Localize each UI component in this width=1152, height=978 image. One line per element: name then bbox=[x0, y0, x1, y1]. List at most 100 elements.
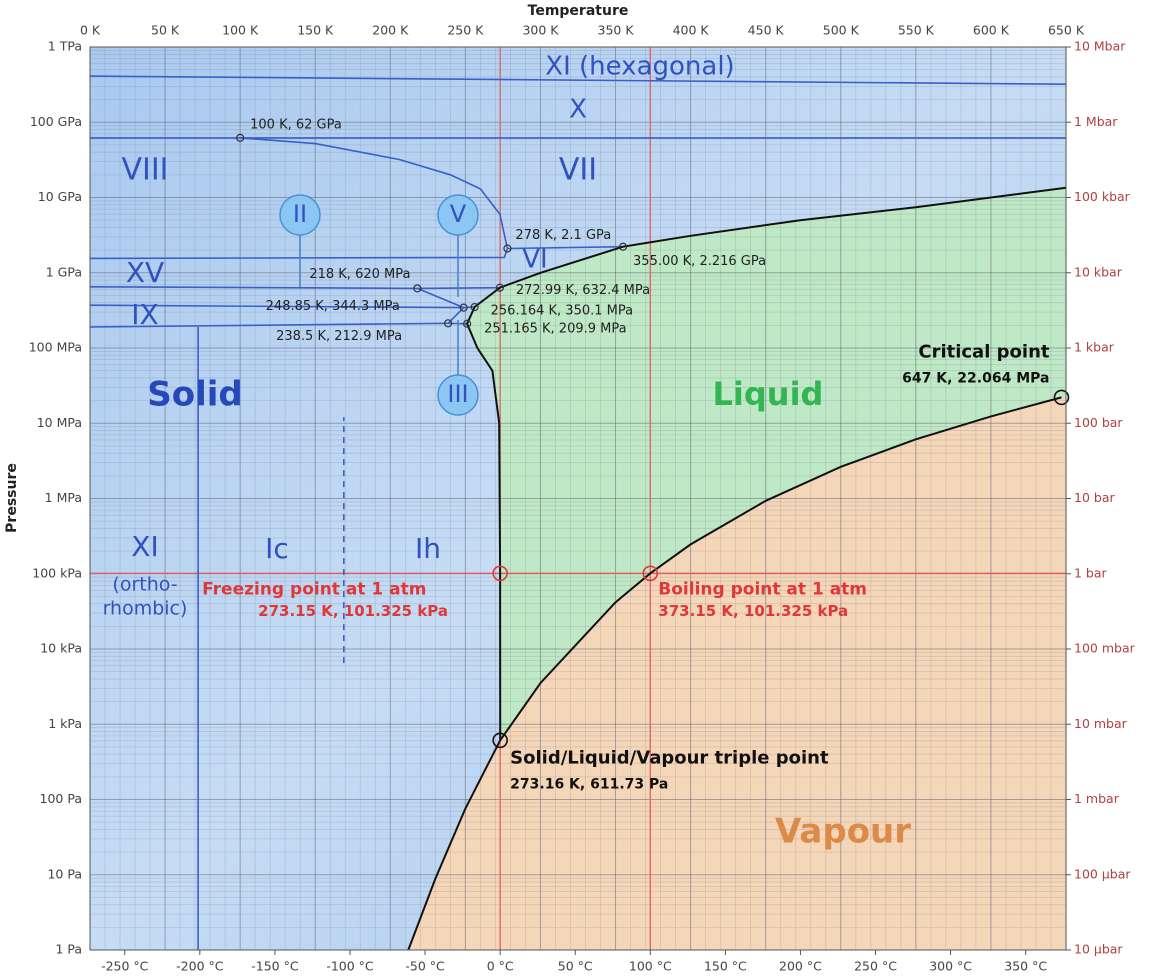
point-label: 218 K, 620 MPa bbox=[309, 267, 410, 282]
region-label: Solid bbox=[147, 375, 243, 415]
data-point bbox=[459, 303, 468, 312]
y2-tick-label: 1 Mbar bbox=[1074, 114, 1118, 129]
vapour-region bbox=[408, 397, 1066, 950]
x-tick-label: 650 K bbox=[1048, 23, 1085, 38]
point-label: 647 K, 22.064 MPa bbox=[902, 370, 1049, 386]
region-label: III bbox=[447, 380, 468, 408]
point-name: Freezing point at 1 atm bbox=[202, 579, 426, 599]
data-point bbox=[495, 283, 505, 292]
y2-tick-label: 100 bar bbox=[1074, 415, 1123, 430]
region-label: VIII bbox=[121, 153, 168, 188]
region-label: VI bbox=[522, 245, 547, 275]
point-label: 373.15 K, 101.325 kPa bbox=[658, 602, 848, 620]
grid bbox=[89, 46, 1067, 951]
y2-tick-label: 100 µbar bbox=[1074, 866, 1131, 881]
data-point bbox=[503, 244, 512, 253]
y-tick-label: 100 GPa bbox=[30, 114, 82, 129]
data-point bbox=[236, 133, 245, 142]
y2-tick-label: 1 bar bbox=[1074, 565, 1108, 580]
x-tick-label: 400 K bbox=[673, 23, 710, 38]
regions bbox=[408, 187, 1066, 950]
y2-tick-label: 100 kbar bbox=[1074, 189, 1131, 204]
point-name: Critical point bbox=[918, 341, 1050, 362]
phase-boundary bbox=[463, 306, 475, 309]
x-tick-label: 450 K bbox=[748, 23, 785, 38]
y-tick-label: 1 MPa bbox=[45, 490, 82, 505]
x2-tick-label: -100 °C bbox=[326, 959, 374, 974]
point-name: Solid/Liquid/Vapour triple point bbox=[510, 747, 829, 768]
y-tick-label: 100 kPa bbox=[32, 565, 82, 580]
phase-boundary bbox=[89, 322, 449, 328]
point-label: 273.16 K, 611.73 Pa bbox=[510, 776, 668, 792]
x-tick-label: 300 K bbox=[522, 23, 559, 38]
phase-curve bbox=[499, 396, 1062, 741]
point-label: 273.15 K, 101.325 kPa bbox=[258, 602, 448, 620]
phase-boundary bbox=[89, 304, 464, 309]
y2-tick-label: 10 kbar bbox=[1074, 264, 1123, 279]
point-label: 278 K, 2.1 GPa bbox=[515, 228, 611, 243]
y2-tick-label: 100 mbar bbox=[1074, 641, 1136, 656]
x-axis-title: Temperature bbox=[528, 3, 629, 19]
y-tick-label: 100 Pa bbox=[40, 791, 82, 806]
x-tick-label: 0 K bbox=[80, 23, 101, 38]
y-tick-label: 10 GPa bbox=[38, 189, 82, 204]
x-tick-label: 250 K bbox=[447, 23, 484, 38]
region-label: XI bbox=[131, 530, 158, 563]
phase-curve bbox=[407, 739, 502, 951]
region-label: XI (hexagonal) bbox=[545, 52, 734, 82]
data-point bbox=[492, 565, 508, 582]
y-tick-label: 10 Pa bbox=[47, 866, 82, 881]
x-tick-label: 500 K bbox=[823, 23, 860, 38]
bubble bbox=[437, 374, 479, 416]
x2-tick-label: 350 °C bbox=[1004, 959, 1047, 974]
region-label: V bbox=[450, 200, 467, 228]
data-point bbox=[642, 565, 659, 582]
x-tick-label: 350 K bbox=[598, 23, 635, 38]
region-label: Ih bbox=[415, 532, 441, 565]
x2-tick-label: 50 °C bbox=[558, 959, 593, 974]
y-axis-title: Pressure bbox=[4, 463, 20, 533]
region-label: Vapour bbox=[775, 812, 911, 852]
region-label: XV bbox=[126, 256, 164, 289]
y-tick-label: 1 TPa bbox=[48, 39, 82, 54]
point-label: 355.00 K, 2.216 GPa bbox=[633, 254, 766, 269]
phase-boundary bbox=[507, 245, 624, 250]
y-tick-label: 10 MPa bbox=[37, 415, 82, 430]
region-label: X bbox=[569, 95, 587, 125]
y-tick-label: 100 MPa bbox=[29, 340, 82, 355]
x2-tick-label: -250 °C bbox=[101, 959, 149, 974]
bubble bbox=[437, 194, 479, 236]
x-tick-label: 100 K bbox=[222, 23, 259, 38]
data-point bbox=[470, 302, 479, 312]
lines bbox=[89, 47, 1067, 951]
phase-boundary bbox=[89, 286, 418, 290]
point-label: 256.164 K, 350.1 MPa bbox=[491, 304, 633, 319]
data-point bbox=[444, 319, 453, 328]
y-tick-label: 10 kPa bbox=[40, 641, 82, 656]
phase-boundary bbox=[240, 137, 509, 249]
data-point bbox=[413, 284, 422, 293]
y-tick-label: 1 GPa bbox=[46, 264, 82, 279]
y-tick-label: 1 kPa bbox=[48, 716, 82, 731]
region-label: rhombic) bbox=[103, 598, 188, 620]
region-label: Ic bbox=[265, 532, 289, 565]
x2-tick-label: -50 °C bbox=[405, 959, 445, 974]
data-point bbox=[463, 319, 472, 328]
x2-tick-label: 150 °C bbox=[704, 959, 747, 974]
y2-tick-label: 10 µbar bbox=[1074, 942, 1123, 957]
y2-tick-label: 10 Mbar bbox=[1074, 39, 1126, 54]
x-tick-label: 150 K bbox=[297, 23, 334, 38]
x2-tick-label: -150 °C bbox=[251, 959, 299, 974]
data-point bbox=[1053, 389, 1070, 406]
y2-tick-label: 10 mbar bbox=[1074, 716, 1128, 731]
point-name: Boiling point at 1 atm bbox=[658, 579, 867, 599]
region-label: VII bbox=[559, 153, 597, 188]
x2-tick-label: 200 °C bbox=[779, 959, 822, 974]
region-label: II bbox=[293, 200, 307, 228]
y2-tick-label: 1 kbar bbox=[1074, 340, 1115, 355]
point-label: 272.99 K, 632.4 MPa bbox=[516, 283, 650, 298]
bubble bbox=[279, 194, 321, 236]
